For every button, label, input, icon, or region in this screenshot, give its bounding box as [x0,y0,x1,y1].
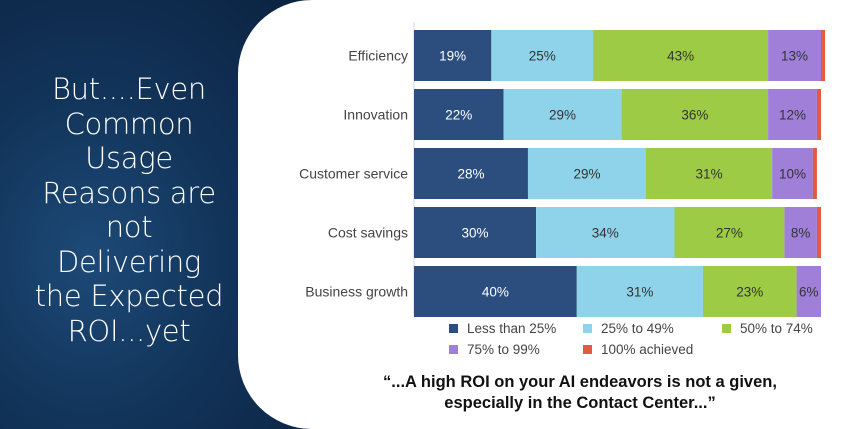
legend-swatch [449,324,458,333]
bar-segment [576,266,703,317]
data-label: 40% [482,285,509,300]
bar-segment [503,89,622,140]
bar-segment [702,266,797,317]
category-label: Business growth [305,284,408,300]
bar-segment [414,30,492,81]
bar-segment [414,207,537,258]
data-label: 10% [779,167,806,182]
data-label: 43% [667,49,694,64]
bar-segment [796,266,821,317]
data-label: 23% [736,285,763,300]
bar-segment [645,148,773,199]
data-label: 34% [592,226,619,241]
bar-segment [593,30,769,81]
bar-segment [536,207,675,258]
bar-segment [527,148,646,199]
data-label: 6% [799,285,819,300]
slide-heading: But....Even Common Usage Reasons are not… [34,72,224,348]
quote-line-2: especially in the Contact Center...” [444,394,716,412]
legend-label: Less than 25% [467,321,556,336]
data-label: 30% [462,226,489,241]
legend-swatch [449,345,458,354]
data-label: 8% [791,226,811,241]
bar-segment [414,266,577,317]
category-label: Innovation [343,107,408,123]
legend-label: 50% to 74% [740,321,813,336]
bar-segment [491,30,594,81]
legend-label: 25% to 49% [601,321,674,336]
bar-segment [784,207,817,258]
data-label: 12% [779,108,806,123]
bar-segment [414,148,528,199]
legend-swatch [722,324,731,333]
legend-label: 75% to 99% [467,342,540,357]
bar-segment [621,89,769,140]
quote-line-1: “...A high ROI on your AI endeavors is n… [383,373,777,391]
data-label: 36% [681,108,708,123]
bar-segment [768,89,817,140]
data-label: 29% [573,167,600,182]
bar-segment [414,89,504,140]
bar-segment [812,148,817,199]
bar-segment [816,89,821,140]
data-label: 31% [696,167,723,182]
legend-label: 100% achieved [601,342,693,357]
bar-segment [674,207,785,258]
data-label: 29% [549,108,576,123]
bar-segment [768,30,821,81]
category-label: Customer service [299,166,408,182]
legend-swatch [583,324,592,333]
category-label: Efficiency [348,48,408,64]
category-label: Cost savings [328,225,408,241]
data-label: 25% [529,49,556,64]
bar-segment [772,148,813,199]
data-label: 27% [716,226,743,241]
quote-text: “...A high ROI on your AI endeavors is n… [300,372,850,414]
data-label: 19% [439,49,466,64]
data-label: 28% [457,167,484,182]
bar-segment [821,30,826,81]
data-label: 22% [445,108,472,123]
legend-swatch [583,345,592,354]
data-label: 31% [626,285,653,300]
data-label: 13% [781,49,808,64]
bar-segment [816,207,821,258]
